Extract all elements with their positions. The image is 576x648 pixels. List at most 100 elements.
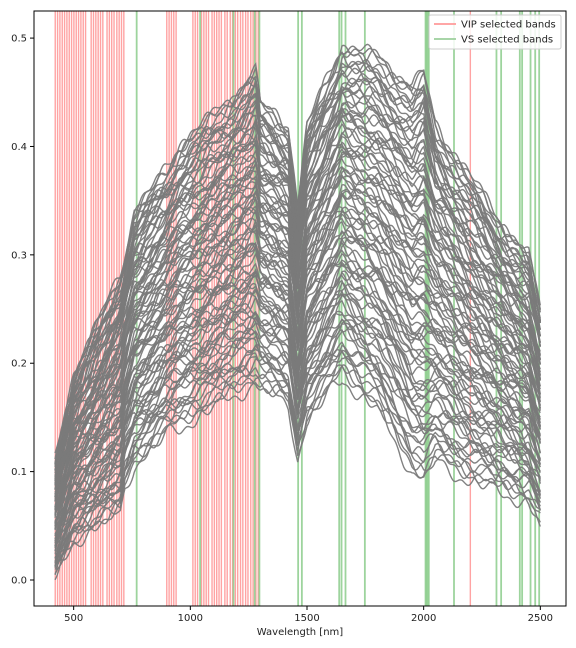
vip-band [166, 11, 168, 606]
spectra-layer [54, 43, 541, 581]
spectrum-line [54, 217, 541, 527]
y-tick-label: 0.0 [11, 575, 27, 586]
vip-band [255, 11, 257, 606]
spectrum-line [54, 281, 541, 554]
spectrum-line [54, 294, 541, 542]
vip-band [61, 11, 63, 606]
vip-band [194, 11, 196, 606]
spectrum-line [54, 105, 541, 479]
vip-band [66, 11, 68, 606]
vip-band [207, 11, 210, 606]
spectrum-line [54, 89, 541, 466]
vip-band [106, 11, 108, 606]
legend: VIP selected bands VS selected bands [428, 14, 562, 50]
x-tick-label: 1500 [294, 613, 319, 624]
spectrum-line [54, 318, 541, 547]
spectrum-line [54, 310, 541, 552]
spectrum-line [54, 344, 541, 563]
plot-frame [33, 10, 567, 607]
spectrum-line [54, 165, 541, 502]
spectrum-line [54, 143, 541, 495]
spectrum-line [54, 122, 541, 481]
y-tick-label: 0.3 [11, 250, 27, 261]
vip-band [196, 11, 199, 606]
vip-band [80, 11, 82, 606]
spectrum-line [54, 127, 541, 501]
x-axis-label: Wavelength [nm] [257, 627, 343, 638]
vip-band [70, 11, 73, 606]
vip-band [77, 11, 80, 606]
spectrum-line [54, 264, 541, 529]
legend-label-vs: VS selected bands [461, 35, 553, 46]
spectrum-line [54, 350, 541, 581]
spectrum-line [54, 380, 541, 568]
spectrum-line [54, 47, 541, 465]
spectrum-line [54, 206, 541, 514]
spectrum-line [54, 349, 541, 559]
y-tick-label: 0.5 [11, 34, 27, 45]
spectrum-line [54, 158, 541, 502]
spectrum-line [54, 287, 541, 544]
vip-band [224, 11, 226, 606]
vip-band [257, 11, 259, 606]
vip-band [237, 11, 239, 606]
spectrum-line [54, 365, 541, 565]
vip-band [247, 11, 249, 606]
vip-band [92, 11, 95, 606]
spectrum-line [54, 223, 541, 524]
vip-band [73, 11, 75, 606]
spectrum-line [54, 176, 541, 495]
spectrum-line [54, 206, 541, 524]
vip-band [56, 11, 59, 606]
spectrum-line [54, 341, 541, 560]
spectrum-line [54, 135, 541, 481]
spectrum-line [54, 105, 541, 478]
vip-band [63, 11, 66, 606]
spectrum-line [54, 187, 541, 512]
spectrum-line [54, 310, 541, 549]
legend-label-vip: VIP selected bands [461, 20, 556, 31]
vip-band [211, 11, 213, 606]
vip-band [59, 11, 61, 606]
vip-band [95, 11, 97, 606]
vip-band [82, 11, 84, 606]
x-tick-label: 1000 [178, 613, 203, 624]
spectrum-line [54, 43, 541, 464]
spectrum-line [54, 329, 541, 567]
spectrum-line [54, 118, 541, 490]
vip-band [252, 11, 254, 606]
vip-band [216, 11, 218, 606]
spectrum-line [54, 259, 541, 523]
spectrum-line [54, 289, 541, 544]
spectrum-line [54, 174, 541, 510]
x-tick-label: 2000 [411, 613, 436, 624]
x-tick-label: 500 [64, 613, 83, 624]
x-tick-label: 2500 [528, 613, 553, 624]
spectrum-line [54, 65, 541, 471]
spectrum-line [54, 78, 541, 463]
vip-band [97, 11, 99, 606]
x-axis: 500 1000 1500 2000 2500 [64, 606, 553, 624]
spectrum-line [54, 69, 541, 465]
spectrum-line [54, 85, 541, 471]
spectrum-line [54, 48, 541, 454]
spectrum-line [54, 221, 541, 523]
legend-box [428, 14, 562, 50]
spectrum-line [54, 348, 541, 567]
y-axis: 0.0 0.1 0.2 0.3 0.4 0.5 [11, 34, 34, 586]
spectrum-line [54, 237, 541, 530]
vip-band [84, 11, 87, 606]
vip-band [75, 11, 77, 606]
spectrum-line [54, 358, 541, 570]
spectrum-line [54, 271, 541, 535]
spectrum-line [54, 268, 541, 542]
y-tick-label: 0.1 [11, 467, 27, 478]
vip-band [90, 11, 92, 606]
spectrum-line [54, 145, 541, 490]
spectrum-line [54, 252, 541, 525]
spectrum-line [54, 206, 541, 511]
vip-band [68, 11, 70, 606]
vip-band [54, 11, 56, 606]
y-tick-label: 0.2 [11, 359, 27, 370]
